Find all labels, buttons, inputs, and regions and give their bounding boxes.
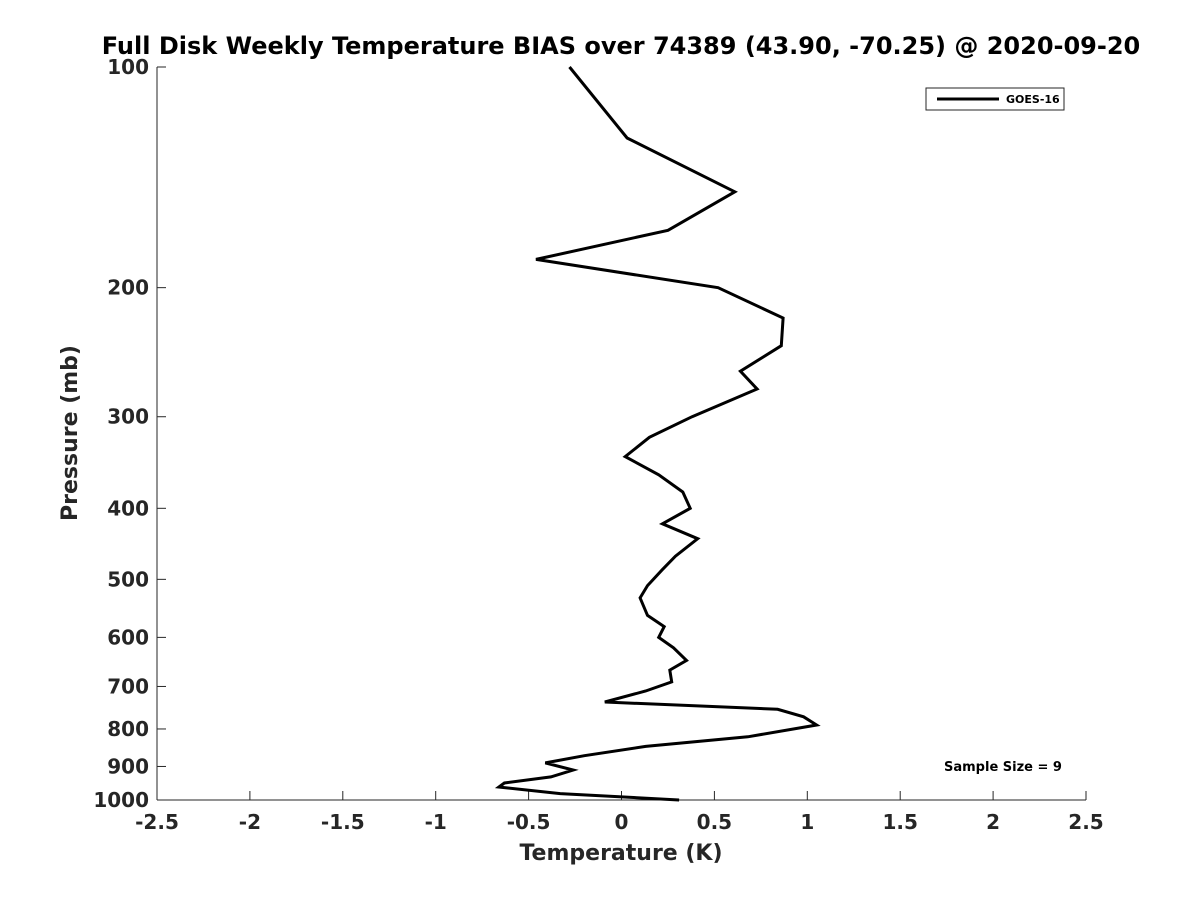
y-tick-label: 900 <box>107 754 149 778</box>
x-tick-label: 1.5 <box>882 810 917 834</box>
sample-size-annotation: Sample Size = 9 <box>944 760 1062 775</box>
x-tick-label: 0.5 <box>697 810 732 834</box>
y-tick-label: 300 <box>107 405 149 429</box>
y-tick-label: 800 <box>107 717 149 741</box>
y-tick-label: 200 <box>107 276 149 300</box>
x-tick-label: 0 <box>615 810 629 834</box>
y-tick-label: 700 <box>107 674 149 698</box>
y-tick-label: 600 <box>107 625 149 649</box>
y-ticks: 100 200 300 400 500 600 700 800 900 1000 <box>93 55 166 812</box>
chart-title: Full Disk Weekly Temperature BIAS over 7… <box>102 32 1141 60</box>
x-tick-label: -1 <box>425 810 447 834</box>
series-line-goes-16 <box>494 66 821 802</box>
x-axis-label: Temperature (K) <box>519 841 722 866</box>
x-tick-label: 1 <box>800 810 814 834</box>
y-tick-label: 100 <box>107 55 149 79</box>
y-tick-label: 500 <box>107 567 149 591</box>
x-ticks: -2.5 -2 -1.5 -1 -0.5 0 0.5 1 1.5 2 2.5 <box>135 791 1104 834</box>
x-tick-label: -0.5 <box>507 810 551 834</box>
y-axis-label: Pressure (mb) <box>58 345 83 521</box>
x-tick-label: -2.5 <box>135 810 179 834</box>
legend: GOES-16 <box>925 87 1065 111</box>
x-tick-label: 2.5 <box>1068 810 1103 834</box>
x-tick-label: -2 <box>239 810 261 834</box>
plot-area: -2.5 -2 -1.5 -1 -0.5 0 0.5 1 1.5 2 2.5 100 200 300 40… <box>93 55 1103 834</box>
series-group <box>494 66 821 802</box>
y-tick-label: 1000 <box>93 788 149 812</box>
y-tick-label: 400 <box>107 496 149 520</box>
legend-label-goes-16: GOES-16 <box>1006 93 1060 106</box>
x-tick-label: -1.5 <box>321 810 365 834</box>
x-tick-label: 2 <box>986 810 1000 834</box>
